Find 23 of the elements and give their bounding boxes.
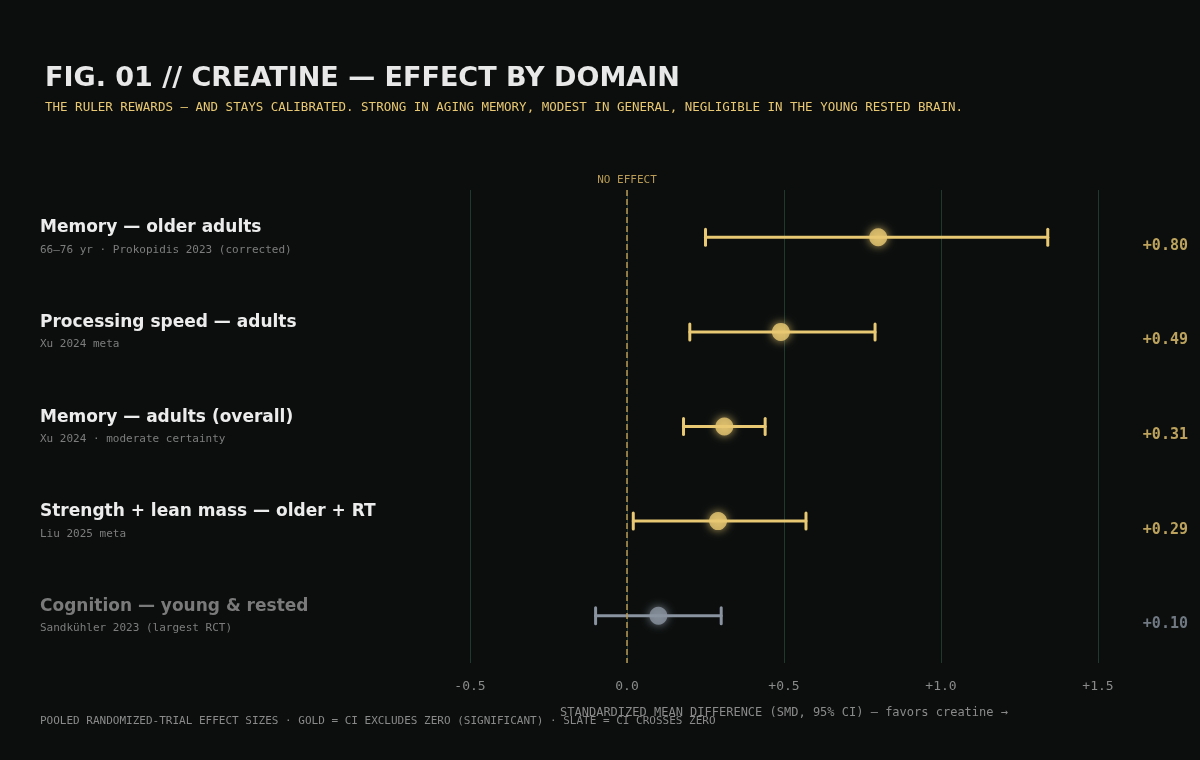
y-tick-label: Processing speed — adults Xu 2024 meta [40, 310, 297, 351]
y-tick-label: Memory — older adults 66–76 yr · Prokopidis 2023 (corrected) [40, 216, 292, 256]
point [869, 228, 888, 247]
x-tick-label: +1.5 [1082, 678, 1114, 693]
y-tick-label: Memory — adults (overall) Xu 2024 · moderate certainty [40, 405, 294, 445]
y-tick-label: Strength + lean mass — older + RT Liu 2025 meta [40, 500, 376, 540]
data-label: +0.31 [1142, 425, 1188, 443]
x-tick-label: +0.5 [768, 678, 800, 693]
chart-subtitle: THE RULER REWARDS — AND STAYS CALIBRATED. STRONG IN AGING MEMORY, MODEST IN GENERAL, NEGLIGIBLE IN THE YOUNG RESTED BRAIN. [45, 99, 964, 114]
y-tick-label: Cognition — young & rested Sandkühler 2023 (largest RCT) [40, 594, 309, 635]
point [715, 417, 734, 436]
x-tick-label: 0.0 [615, 678, 639, 693]
data-label: +0.29 [1142, 519, 1188, 538]
point [771, 322, 790, 341]
data-label: +0.49 [1142, 330, 1188, 349]
point [649, 606, 668, 625]
data-label: +0.10 [1142, 614, 1188, 633]
ref-line-label: NO EFFECT [597, 173, 658, 186]
data-label: +0.80 [1142, 235, 1188, 254]
point [709, 512, 728, 531]
x-tick-label: +1.0 [925, 678, 957, 693]
chart-title: FIG. 01 // CREATINE — EFFECT BY DOMAIN [45, 61, 680, 92]
x-tick-label: -0.5 [454, 678, 486, 693]
